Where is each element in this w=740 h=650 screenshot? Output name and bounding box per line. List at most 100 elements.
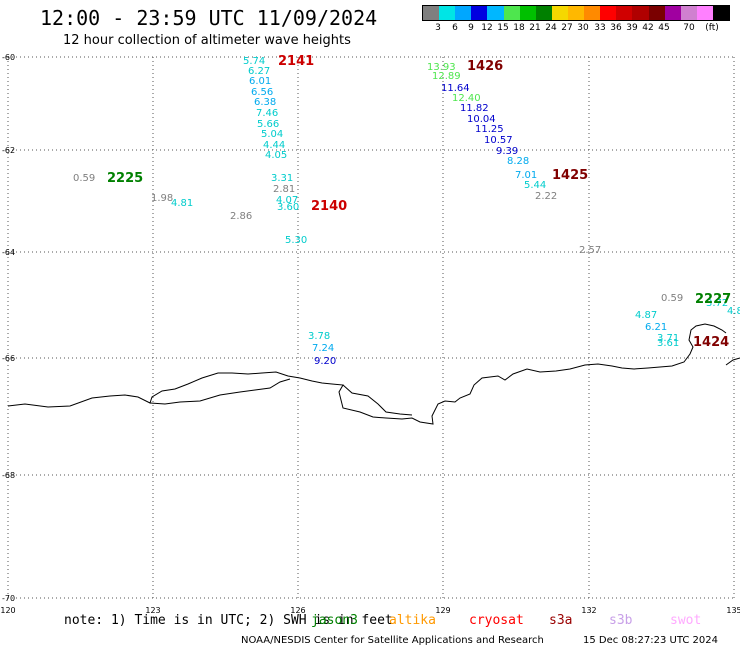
legend-swatch [664, 6, 681, 20]
legend-label: 24 [545, 23, 557, 33]
wave-height-value: 6.27 [248, 66, 270, 77]
lon-tick-label: 129 [435, 606, 450, 615]
wave-height-value: 4.80 [727, 306, 740, 317]
legend-label: 18 [513, 23, 525, 33]
legend-swatch [584, 6, 601, 20]
lon-tick-label: 126 [290, 606, 305, 615]
credit-text: NOAA/NESDIS Center for Satellite Applica… [241, 635, 544, 646]
wave-height-value: 10.04 [467, 114, 496, 125]
wave-height-value: 11.82 [460, 103, 489, 114]
legend-swatch [712, 6, 730, 20]
coastline-inner [149, 357, 740, 416]
legend-label: 39 [626, 23, 638, 33]
wave-height-value: 6.21 [645, 322, 667, 333]
wave-height-value: 9.20 [314, 356, 336, 367]
wave-height-value: 4.07 [276, 195, 298, 206]
map-subtitle: 12 hour collection of altimeter wave hei… [63, 33, 351, 48]
satellite-pass-label: 2140 [311, 199, 347, 214]
legend-swatch [567, 6, 585, 20]
legend-label: 36 [610, 23, 622, 33]
credit-timestamp: 15 Dec 08:27:23 UTC 2024 [583, 635, 718, 646]
wave-height-value: 3.78 [308, 331, 330, 342]
lat-tick-label: -62 [2, 146, 15, 155]
wave-height-value: 12.89 [432, 71, 461, 82]
legend-label: 9 [468, 23, 474, 33]
legend-labels: 3 6 9 12 15 18 21 24 27 30 33 36 39 42 45 70 (ft) [422, 21, 740, 33]
wave-height-value: 2.86 [230, 211, 252, 222]
wave-height-value: 4.81 [171, 198, 193, 209]
graticule [7, 56, 735, 600]
legend-label: 45 [658, 23, 670, 33]
legend-label: 21 [529, 23, 541, 33]
wave-height-value: 2.81 [273, 184, 295, 195]
satellite-name-cryosat: cryosat [469, 613, 524, 628]
legend-label: 6 [452, 23, 458, 33]
satellite-pass-labels: 2141 1426 2225 1425 2140 2227 1424 [107, 54, 731, 350]
wave-height-value: 4.05 [265, 150, 287, 161]
legend-swatch [535, 6, 552, 20]
wave-height-value: 5.66 [257, 119, 279, 130]
legend-swatch [632, 6, 649, 20]
legend-label: 30 [577, 23, 589, 33]
legend-swatch [471, 6, 488, 20]
wave-height-value: 2.57 [579, 245, 601, 256]
legend-swatch [680, 6, 697, 20]
legend-swatch [616, 6, 633, 20]
satellite-name-swot: swot [670, 613, 702, 628]
wave-height-value: 4.44 [263, 140, 285, 151]
wave-height-value: 5.74 [243, 56, 265, 67]
wave-height-value: 7.24 [312, 343, 334, 354]
wave-height-value: 11.25 [475, 124, 504, 135]
lon-tick-label: 123 [145, 606, 160, 615]
legend-swatch [551, 6, 568, 20]
legend-label: (ft) [705, 23, 719, 33]
legend-swatch [503, 6, 520, 20]
satellite-pass-label: 1424 [693, 335, 729, 350]
wave-height-value: 6.56 [251, 87, 273, 98]
wave-height-value: 0.59 [73, 173, 95, 184]
legend-swatch [519, 6, 536, 20]
wave-height-observations: 5.746.276.016.566.387.465.665.044.444.05… [73, 56, 740, 367]
wave-height-value: 3.72 [706, 298, 728, 309]
wave-height-value: 3.31 [271, 173, 293, 184]
wave-height-value: 2.22 [535, 191, 557, 202]
color-legend: 3 6 9 12 15 18 21 24 27 30 33 36 39 42 45 70 (ft) [422, 5, 740, 33]
lat-tick-label: -60 [2, 53, 15, 62]
wave-height-value: 1.98 [151, 193, 173, 204]
legend-swatch [439, 6, 456, 20]
legend-label: 15 [497, 23, 509, 33]
wave-height-value: 5.04 [261, 129, 283, 140]
wave-height-value: 10.57 [484, 135, 513, 146]
legend-label: 42 [642, 23, 654, 33]
legend-label: 33 [594, 23, 606, 33]
wave-height-value: 5.44 [524, 180, 546, 191]
satellite-pass-label: 2225 [107, 171, 143, 186]
lon-tick-label: 132 [581, 606, 596, 615]
lon-tick-label: 120 [0, 606, 15, 615]
legend-swatch [648, 6, 665, 20]
wave-height-value: 0.59 [661, 293, 683, 304]
map-title: 12:00 - 23:59 UTC 11/09/2024 [40, 6, 378, 30]
wave-height-value: 13.93 [427, 62, 456, 73]
satellite-name-s3a: s3a [549, 613, 573, 628]
wave-height-value: 11.64 [441, 83, 470, 94]
wave-height-value: 3.71 [657, 333, 679, 344]
satellite-name-jason3: jason3 [311, 613, 358, 628]
wave-height-value: 7.01 [515, 170, 537, 181]
legend-swatch [423, 6, 440, 20]
lat-tick-label: -68 [2, 471, 15, 480]
wave-height-value: 12.40 [452, 93, 481, 104]
axis-labels: -60 -62 -64 -66 -68 -70 120 123 126 129 132 135 [0, 53, 740, 615]
wave-height-value: 3.60 [277, 202, 299, 213]
wave-height-value: 9.39 [496, 146, 518, 157]
lat-tick-label: -64 [2, 248, 15, 257]
wave-height-value: 6.38 [254, 97, 276, 108]
lat-tick-label: -66 [2, 354, 15, 363]
wave-height-value: 8.28 [507, 156, 529, 167]
lon-tick-label: 135 [726, 606, 740, 615]
lat-tick-label: -70 [2, 594, 15, 603]
legend-label: 27 [561, 23, 573, 33]
legend-swatch [600, 6, 617, 20]
footer-note: note: 1) Time is in UTC; 2) SWH is in fe… [64, 613, 393, 628]
